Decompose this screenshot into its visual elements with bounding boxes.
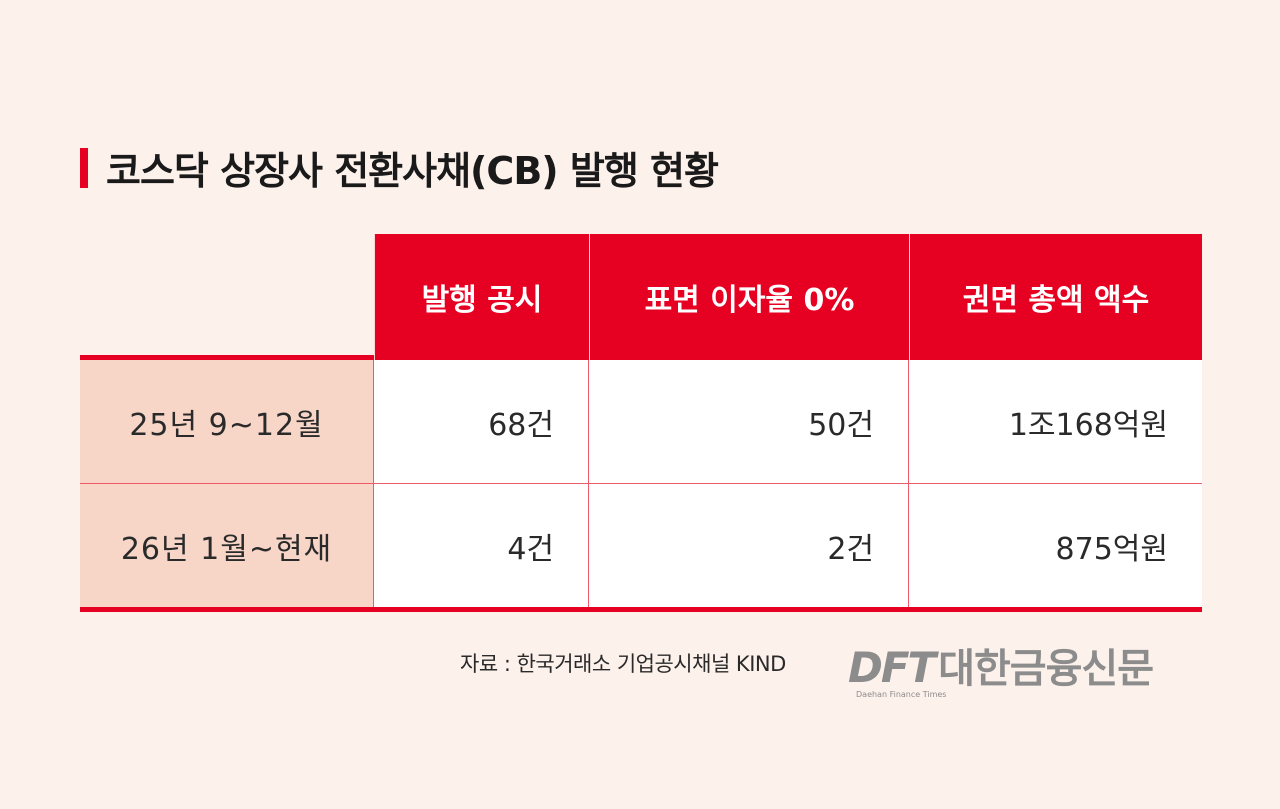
table-cell: 2건	[589, 484, 909, 607]
table-cell: 68건	[374, 360, 589, 483]
table-cell: 50건	[589, 360, 909, 483]
title-block: 코스닥 상장사 전환사채(CB) 발행 현황	[80, 140, 719, 195]
logo-korean-name: 대한금융신문	[938, 646, 1154, 692]
source-note: 자료 : 한국거래소 기업공시채널 KIND	[460, 652, 786, 676]
row-label: 25년 9~12월	[80, 360, 374, 483]
table-cell: 875억원	[909, 484, 1202, 607]
column-header-zero-coupon: 표면 이자율 0%	[589, 234, 909, 360]
logo-abbr: DFT	[848, 643, 936, 692]
page-title: 코스닥 상장사 전환사채(CB) 발행 현황	[106, 149, 719, 193]
title-accent-bar	[80, 147, 88, 188]
column-header-face-amount: 권면 총액 액수	[909, 234, 1202, 360]
row-label: 26년 1월~현재	[80, 484, 374, 607]
table-cell: 1조168억원	[909, 360, 1202, 483]
table-row: 25년 9~12월 68건 50건 1조168억원	[80, 360, 1202, 484]
column-header-disclosures: 발행 공시	[374, 234, 589, 360]
logo-english-name: Daehan Finance Times	[856, 690, 947, 699]
table-header-row: 발행 공시 표면 이자율 0% 권면 총액 액수	[80, 234, 1202, 360]
cb-issuance-table: 발행 공시 표면 이자율 0% 권면 총액 액수 25년 9~12월 68건 5…	[80, 234, 1202, 612]
table-cell: 4건	[374, 484, 589, 607]
table-row: 26년 1월~현재 4건 2건 875억원	[80, 484, 1202, 612]
header-blank-cell	[80, 234, 374, 360]
publisher-logo: DFT 대한금융신문 Daehan Finance Times	[848, 636, 1154, 699]
